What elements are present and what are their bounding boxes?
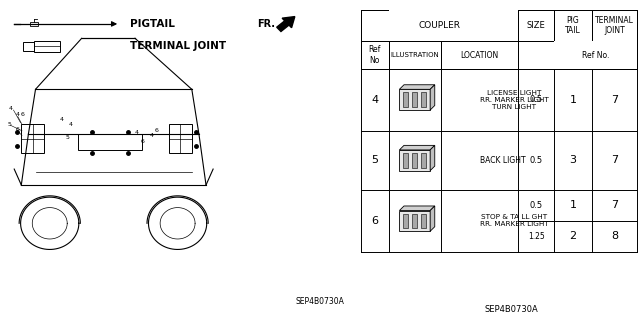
Text: SIZE: SIZE [527, 21, 546, 30]
Polygon shape [430, 206, 435, 231]
Text: LICENSE LIGHT
RR. MARKER LIGHT
TURN LIGHT: LICENSE LIGHT RR. MARKER LIGHT TURN LIGH… [480, 90, 548, 110]
Text: FR.: FR. [257, 19, 275, 29]
Text: LOCATION: LOCATION [461, 50, 499, 60]
Text: 6: 6 [20, 112, 25, 117]
Bar [388, 10, 518, 41]
Bar [30, 22, 38, 26]
Text: 6: 6 [371, 216, 378, 226]
Text: Ref No.: Ref No. [582, 50, 609, 60]
Text: SEP4B0730A: SEP4B0730A [295, 297, 344, 306]
Bar [35, 41, 60, 52]
Text: SEP4B0730A: SEP4B0730A [485, 305, 539, 314]
Text: 7: 7 [611, 95, 618, 105]
Text: 4: 4 [371, 95, 378, 105]
Text: 6: 6 [140, 139, 144, 145]
Text: 4: 4 [135, 130, 139, 135]
Text: 0.5: 0.5 [530, 201, 543, 210]
Bar [421, 214, 426, 228]
Polygon shape [399, 85, 435, 89]
Text: TERMINAL JOINT: TERMINAL JOINT [130, 41, 226, 51]
Text: 7: 7 [611, 200, 618, 210]
Text: TERMINAL
JOINT: TERMINAL JOINT [595, 16, 634, 35]
Text: Ref
No: Ref No [369, 45, 381, 65]
Bar [403, 214, 408, 228]
Text: 5: 5 [371, 155, 378, 165]
Bar [399, 211, 430, 231]
Text: 1: 1 [570, 95, 577, 105]
Bar [403, 153, 408, 167]
Text: 5: 5 [8, 122, 12, 127]
Text: 7: 7 [611, 155, 618, 165]
Text: 0.5: 0.5 [530, 95, 543, 104]
Text: 4: 4 [60, 117, 64, 122]
Text: 2: 2 [570, 232, 577, 241]
Bar [412, 214, 417, 228]
Text: STOP & TA LL GHT
RR. MARKER LIGHT: STOP & TA LL GHT RR. MARKER LIGHT [480, 214, 548, 227]
Bar [412, 153, 417, 167]
Bar [403, 93, 408, 107]
Text: 3: 3 [570, 155, 577, 165]
Bar [421, 93, 426, 107]
Text: 1.25: 1.25 [528, 232, 545, 241]
Polygon shape [399, 145, 435, 150]
Bar [412, 93, 417, 107]
Text: 4: 4 [16, 112, 20, 117]
Bar [399, 150, 430, 171]
Polygon shape [430, 85, 435, 110]
Text: 4: 4 [150, 133, 154, 138]
Text: 0.5: 0.5 [530, 156, 543, 165]
Polygon shape [399, 206, 435, 211]
Text: PIGTAIL: PIGTAIL [130, 19, 175, 29]
Text: 4: 4 [9, 106, 13, 111]
Bar [23, 42, 35, 51]
Bar [21, 124, 44, 153]
Text: 6: 6 [16, 127, 20, 132]
Text: PIG
TAIL: PIG TAIL [565, 16, 580, 35]
Text: ILLUSTRATION: ILLUSTRATION [390, 52, 439, 58]
Bar [421, 153, 426, 167]
Text: 5: 5 [65, 135, 69, 140]
Text: 6: 6 [154, 128, 158, 133]
Text: COUPLER: COUPLER [419, 21, 461, 30]
Polygon shape [430, 145, 435, 171]
FancyArrow shape [276, 17, 295, 32]
Bar [399, 89, 430, 110]
Text: 4: 4 [69, 122, 73, 127]
Bar [169, 124, 192, 153]
Bar [554, 41, 637, 69]
Text: 1: 1 [570, 200, 577, 210]
Bar [78, 134, 142, 150]
Text: BACK LIGHT: BACK LIGHT [480, 156, 525, 165]
Text: 8: 8 [611, 232, 618, 241]
